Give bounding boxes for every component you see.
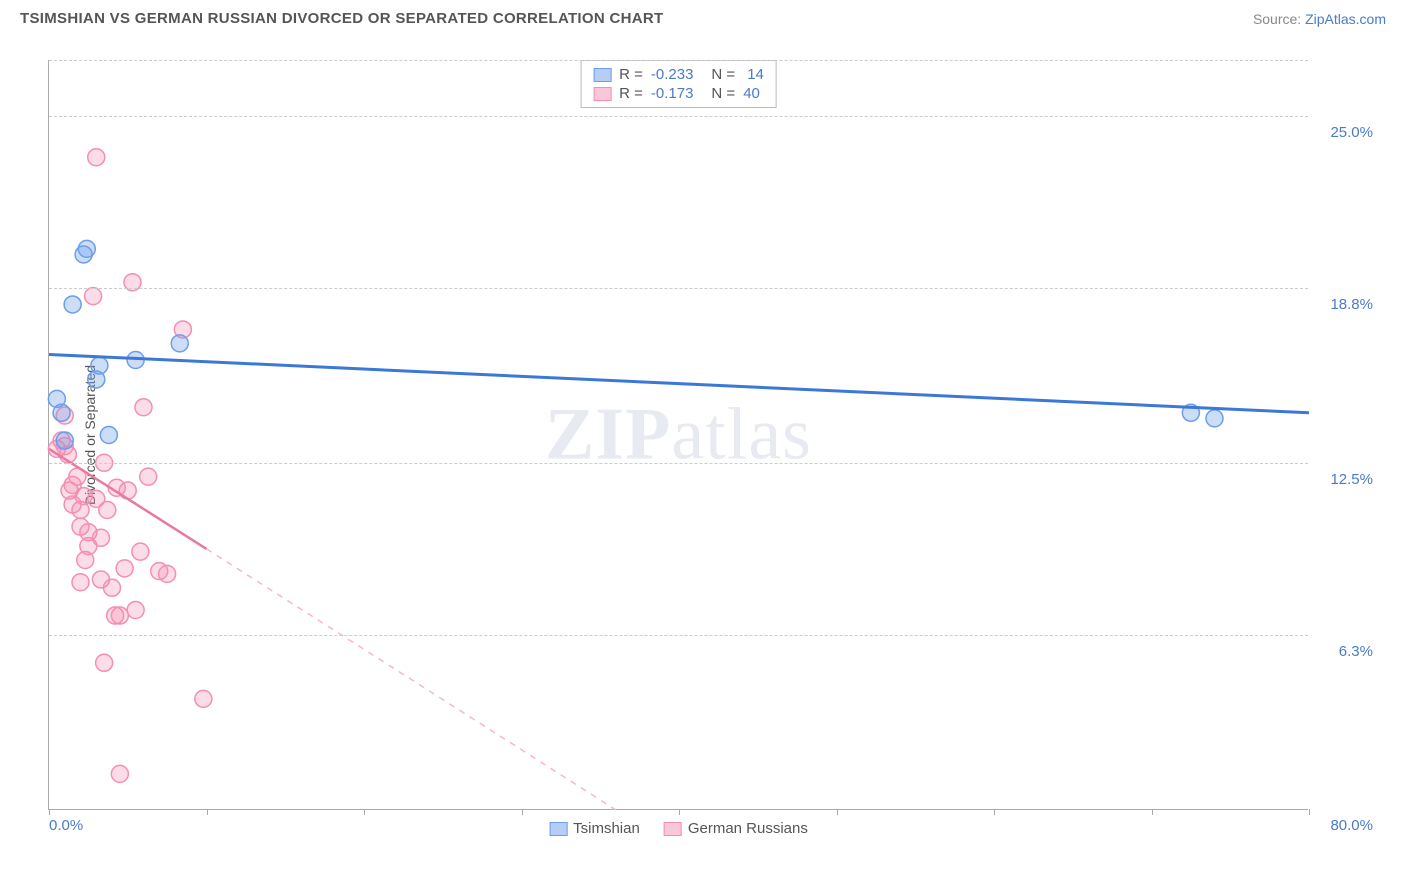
data-point-blue <box>91 357 108 374</box>
gridline <box>49 288 1308 289</box>
data-point-pink <box>111 765 128 782</box>
swatch-blue <box>593 68 611 82</box>
data-point-blue <box>1206 410 1223 427</box>
gridline <box>49 463 1308 464</box>
x-tick <box>522 809 523 815</box>
data-point-pink <box>72 574 89 591</box>
data-point-blue <box>171 335 188 352</box>
data-point-pink <box>85 288 102 305</box>
data-point-pink <box>135 399 152 416</box>
data-point-pink <box>195 690 212 707</box>
x-tick <box>994 809 995 815</box>
legend-item-0: Tsimshian <box>549 820 640 837</box>
gridline <box>49 116 1308 117</box>
chart-title: TSIMSHIAN VS GERMAN RUSSIAN DIVORCED OR … <box>20 10 663 27</box>
data-point-pink <box>88 490 105 507</box>
data-point-blue <box>56 432 73 449</box>
y-tick-label: 18.8% <box>1313 296 1373 313</box>
chart-area: Divorced or Separated ZIPatlas R = -0.23… <box>48 60 1378 810</box>
source-label: Source: ZipAtlas.com <box>1253 11 1386 27</box>
data-point-pink <box>132 543 149 560</box>
gridline <box>49 60 1308 61</box>
data-point-pink <box>111 607 128 624</box>
legend-swatch-1 <box>664 822 682 836</box>
swatch-pink <box>593 87 611 101</box>
x-tick <box>1309 809 1310 815</box>
data-point-pink <box>88 149 105 166</box>
data-point-pink <box>159 565 176 582</box>
y-tick-label: 6.3% <box>1313 643 1373 660</box>
data-point-blue <box>100 427 117 444</box>
y-tick-label: 12.5% <box>1313 471 1373 488</box>
data-point-pink <box>96 654 113 671</box>
x-tick <box>49 809 50 815</box>
plot-box: ZIPatlas R = -0.233 N = 14 R = -0.173 N … <box>48 60 1308 810</box>
stats-row-1: R = -0.173 N = 40 <box>593 84 764 103</box>
x-tick <box>364 809 365 815</box>
data-point-pink <box>127 602 144 619</box>
legend-swatch-0 <box>549 822 567 836</box>
data-point-pink <box>104 579 121 596</box>
x-tick <box>679 809 680 815</box>
x-min-label: 0.0% <box>49 817 83 834</box>
data-point-pink <box>92 529 109 546</box>
source-link[interactable]: ZipAtlas.com <box>1305 11 1386 27</box>
plot-svg <box>49 60 1309 810</box>
trend-line-blue <box>49 354 1309 412</box>
data-point-blue <box>64 296 81 313</box>
data-point-pink <box>140 468 157 485</box>
data-point-blue <box>78 240 95 257</box>
bottom-legend: Tsimshian German Russians <box>549 820 808 837</box>
stats-row-0: R = -0.233 N = 14 <box>593 65 764 84</box>
chart-header: TSIMSHIAN VS GERMAN RUSSIAN DIVORCED OR … <box>0 0 1406 32</box>
data-point-blue <box>53 404 70 421</box>
trend-line-pink-dash <box>207 549 617 810</box>
x-max-label: 80.0% <box>1330 817 1373 834</box>
y-tick-label: 25.0% <box>1313 124 1373 141</box>
legend-item-1: German Russians <box>664 820 808 837</box>
data-point-pink <box>116 560 133 577</box>
x-tick <box>837 809 838 815</box>
stats-legend: R = -0.233 N = 14 R = -0.173 N = 40 <box>580 60 777 108</box>
gridline <box>49 635 1308 636</box>
x-tick <box>1152 809 1153 815</box>
x-tick <box>207 809 208 815</box>
